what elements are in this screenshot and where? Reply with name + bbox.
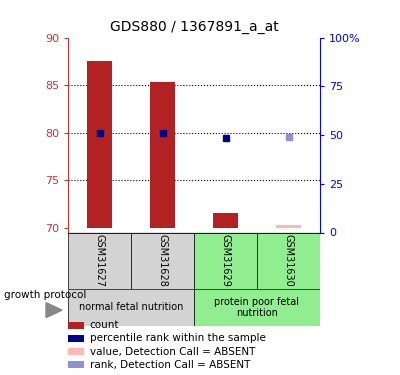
Text: count: count (90, 320, 119, 330)
FancyArrow shape (46, 303, 62, 318)
Bar (68, 322, 84, 329)
Text: GSM31628: GSM31628 (158, 234, 168, 287)
Text: GSM31630: GSM31630 (284, 234, 294, 287)
Bar (87, 61, 112, 228)
Text: value, Detection Call = ABSENT: value, Detection Call = ABSENT (90, 346, 255, 357)
Text: GSM31627: GSM31627 (94, 234, 104, 287)
Bar (194, 232, 257, 289)
Bar (131, 232, 194, 289)
Bar (276, 225, 301, 228)
Text: percentile rank within the sample: percentile rank within the sample (90, 333, 266, 344)
Bar (68, 335, 84, 342)
Text: normal fetal nutrition: normal fetal nutrition (79, 303, 183, 312)
Title: GDS880 / 1367891_a_at: GDS880 / 1367891_a_at (110, 20, 278, 34)
Text: protein poor fetal
nutrition: protein poor fetal nutrition (214, 297, 300, 318)
Bar (150, 82, 175, 228)
Text: GSM31629: GSM31629 (220, 234, 230, 287)
Bar (68, 289, 194, 326)
Text: growth protocol: growth protocol (4, 290, 86, 300)
Bar (213, 213, 238, 228)
Bar (68, 232, 131, 289)
Bar (194, 289, 320, 326)
Bar (257, 232, 320, 289)
Bar (68, 348, 84, 355)
Bar (68, 361, 84, 368)
Text: rank, Detection Call = ABSENT: rank, Detection Call = ABSENT (90, 360, 250, 370)
